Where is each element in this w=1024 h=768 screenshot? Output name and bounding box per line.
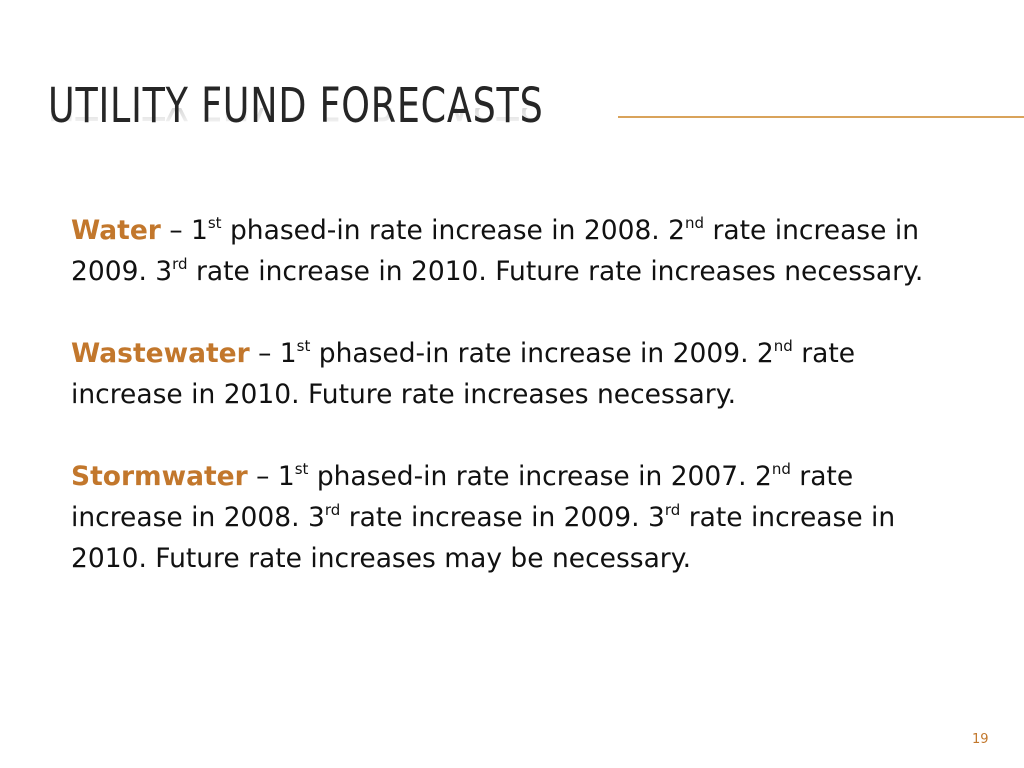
title-area: Utility Fund Forecasts Utility Fund Fore… [48, 78, 700, 140]
stormwater-text-4: rate increase in 2010. Future rate incre… [71, 502, 896, 574]
stormwater-sup-1: st [294, 460, 309, 478]
wastewater-sup-1: st [296, 337, 311, 355]
page-number: 19 [972, 732, 989, 747]
wastewater-text-dash: – 1 [249, 338, 297, 369]
slide-content: Water – 1st phased-in rate increase in 2… [71, 210, 941, 620]
paragraph-wastewater: Wastewater – 1st phased-in rate increase… [71, 333, 941, 415]
title-divider-line [618, 116, 1024, 118]
stormwater-text-dash: – 1 [247, 461, 295, 492]
stormwater-text-2: rate increase in 2008. 3 [71, 461, 854, 533]
water-sup-3: rd [172, 255, 188, 273]
slide-title: Utility Fund Forecasts [48, 78, 544, 134]
stormwater-label: Stormwater [71, 461, 248, 492]
wastewater-label: Wastewater [71, 338, 250, 369]
water-sup-1: st [207, 214, 222, 232]
water-text-2: rate increase in 2009. 3 [71, 215, 919, 287]
wastewater-text-2: rate increase in 2010. Future rate incre… [71, 338, 856, 410]
water-label: Water [71, 215, 161, 246]
stormwater-text-3: rate increase in 2009. 3 [340, 502, 665, 533]
wastewater-text-1: phased-in rate increase in 2009. 2 [310, 338, 774, 369]
paragraph-water: Water – 1st phased-in rate increase in 2… [71, 210, 941, 292]
stormwater-text-1: phased-in rate increase in 2007. 2 [308, 461, 772, 492]
paragraph-stormwater: Stormwater – 1st phased-in rate increase… [71, 456, 941, 579]
water-sup-2: nd [685, 214, 705, 232]
stormwater-sup-2: nd [771, 460, 791, 478]
water-text-3: rate increase in 2010. Future rate incre… [187, 256, 924, 287]
stormwater-sup-3: rd [324, 501, 341, 519]
title-reflection: Utility Fund Forecasts [48, 108, 543, 130]
water-text-1: phased-in rate increase in 2008. 2 [221, 215, 686, 246]
stormwater-sup-4: rd [664, 501, 681, 519]
water-text-dash: – 1 [160, 215, 208, 246]
wastewater-sup-2: nd [773, 337, 793, 355]
